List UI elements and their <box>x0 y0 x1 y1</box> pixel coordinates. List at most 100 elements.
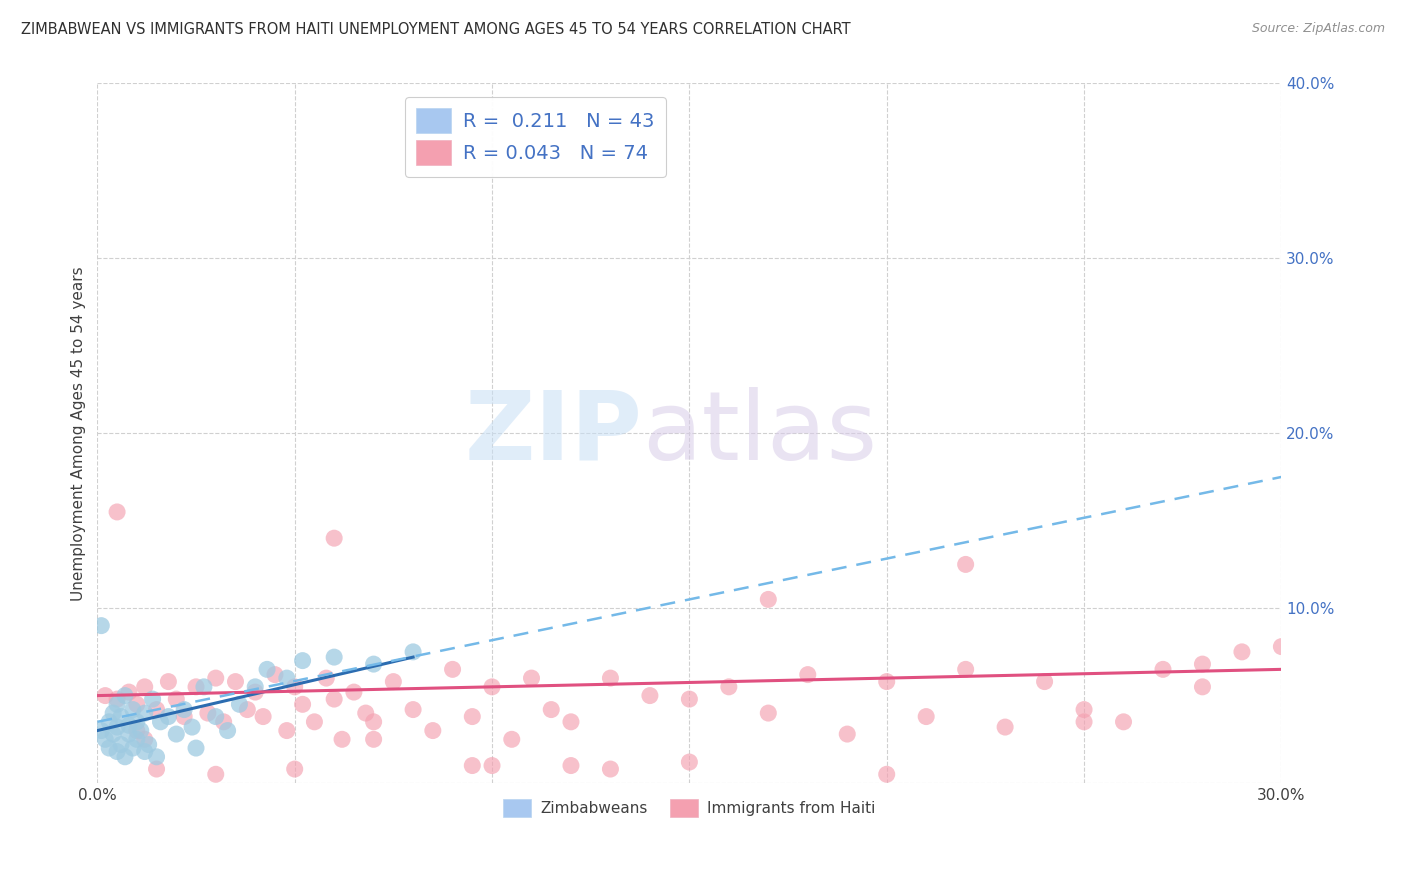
Point <box>114 749 136 764</box>
Point <box>145 702 167 716</box>
Point <box>181 720 204 734</box>
Point <box>276 671 298 685</box>
Point <box>138 738 160 752</box>
Point <box>98 714 121 729</box>
Point <box>245 680 267 694</box>
Point <box>599 762 621 776</box>
Point <box>105 505 128 519</box>
Point <box>114 689 136 703</box>
Point <box>343 685 366 699</box>
Point <box>501 732 523 747</box>
Point <box>125 723 148 738</box>
Point <box>1152 662 1174 676</box>
Point <box>481 680 503 694</box>
Point <box>323 531 346 545</box>
Point <box>363 714 385 729</box>
Point <box>284 762 307 776</box>
Point <box>118 727 141 741</box>
Point <box>125 714 148 729</box>
Point <box>955 558 977 572</box>
Point <box>252 709 274 723</box>
Point <box>142 692 165 706</box>
Point <box>315 671 337 685</box>
Point <box>1191 680 1213 694</box>
Legend: Zimbabweans, Immigrants from Haiti: Zimbabweans, Immigrants from Haiti <box>496 791 883 824</box>
Point <box>323 692 346 706</box>
Point <box>212 714 235 729</box>
Point <box>122 702 145 716</box>
Point <box>560 758 582 772</box>
Point <box>134 680 156 694</box>
Point <box>284 680 307 694</box>
Point <box>461 758 484 772</box>
Point <box>94 689 117 703</box>
Point <box>245 685 267 699</box>
Point <box>105 745 128 759</box>
Text: atlas: atlas <box>643 387 877 480</box>
Point <box>422 723 444 738</box>
Point <box>165 692 187 706</box>
Point <box>110 709 132 723</box>
Point <box>363 732 385 747</box>
Point <box>717 680 740 694</box>
Point <box>441 662 464 676</box>
Point <box>101 727 124 741</box>
Point <box>90 618 112 632</box>
Point <box>157 709 180 723</box>
Point <box>145 762 167 776</box>
Point <box>1112 714 1135 729</box>
Point <box>145 749 167 764</box>
Point <box>540 702 562 716</box>
Point <box>1033 674 1056 689</box>
Point <box>105 720 128 734</box>
Point <box>1191 657 1213 672</box>
Point <box>134 732 156 747</box>
Point <box>204 671 226 685</box>
Point <box>1073 702 1095 716</box>
Point <box>256 662 278 676</box>
Point <box>876 767 898 781</box>
Point <box>90 723 112 738</box>
Point <box>134 745 156 759</box>
Point <box>184 741 207 756</box>
Point <box>276 723 298 738</box>
Text: ZIP: ZIP <box>464 387 643 480</box>
Point <box>323 650 346 665</box>
Point <box>125 732 148 747</box>
Point <box>94 732 117 747</box>
Y-axis label: Unemployment Among Ages 45 to 54 years: Unemployment Among Ages 45 to 54 years <box>72 266 86 600</box>
Text: ZIMBABWEAN VS IMMIGRANTS FROM HAITI UNEMPLOYMENT AMONG AGES 45 TO 54 YEARS CORRE: ZIMBABWEAN VS IMMIGRANTS FROM HAITI UNEM… <box>21 22 851 37</box>
Point <box>560 714 582 729</box>
Point <box>876 674 898 689</box>
Point <box>110 738 132 752</box>
Point <box>236 702 259 716</box>
Point <box>98 741 121 756</box>
Point <box>105 692 128 706</box>
Point <box>354 706 377 720</box>
Point <box>157 674 180 689</box>
Point <box>173 702 195 716</box>
Point <box>481 758 503 772</box>
Point <box>756 706 779 720</box>
Point <box>118 718 141 732</box>
Point <box>228 698 250 712</box>
Point <box>204 709 226 723</box>
Point <box>756 592 779 607</box>
Point <box>304 714 326 729</box>
Point <box>363 657 385 672</box>
Point <box>149 714 172 729</box>
Point <box>955 662 977 676</box>
Point <box>184 680 207 694</box>
Point <box>520 671 543 685</box>
Point <box>1073 714 1095 729</box>
Point <box>837 727 859 741</box>
Point <box>291 654 314 668</box>
Point <box>1230 645 1253 659</box>
Point <box>134 706 156 720</box>
Point <box>678 755 700 769</box>
Text: Source: ZipAtlas.com: Source: ZipAtlas.com <box>1251 22 1385 36</box>
Point <box>678 692 700 706</box>
Point <box>402 702 425 716</box>
Point <box>118 685 141 699</box>
Point <box>197 706 219 720</box>
